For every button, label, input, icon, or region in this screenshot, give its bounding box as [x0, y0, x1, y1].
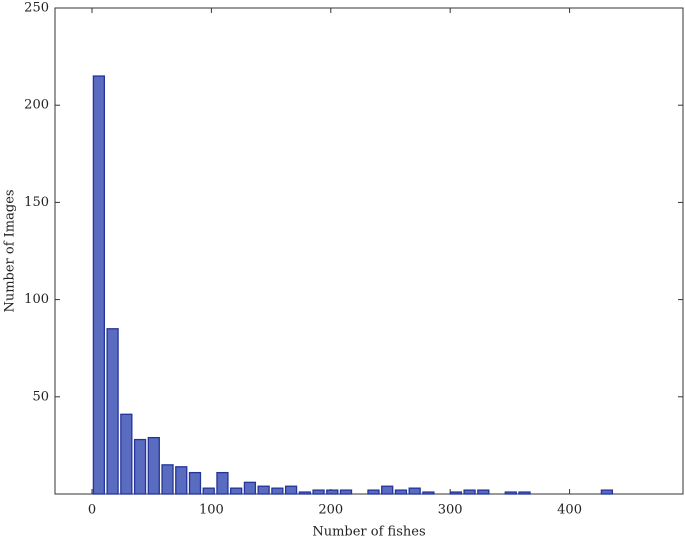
bar	[216, 471, 229, 495]
bar	[147, 436, 160, 495]
bar	[449, 491, 462, 495]
x-tick-label: 100	[199, 503, 224, 518]
x-tick-label: 0	[88, 503, 96, 518]
bar	[408, 487, 421, 495]
bar	[92, 75, 106, 495]
bar	[284, 485, 298, 495]
x-axis-label: Number of fishes	[312, 525, 425, 540]
bar	[326, 489, 339, 495]
bar	[312, 489, 325, 495]
bar	[243, 481, 257, 495]
bar	[298, 491, 311, 495]
bar	[230, 487, 243, 495]
y-tick-label: 100	[24, 292, 49, 307]
bar	[367, 489, 380, 495]
plot-frame	[54, 7, 684, 495]
y-tick-label: 50	[32, 389, 49, 404]
bar	[600, 489, 614, 495]
bar	[175, 466, 188, 495]
bar	[463, 489, 476, 495]
bar	[161, 464, 174, 495]
bar	[133, 438, 147, 495]
bar	[477, 489, 490, 495]
bar	[120, 413, 133, 495]
bar	[106, 328, 119, 495]
bar	[422, 491, 435, 495]
bar	[381, 485, 394, 495]
bar	[504, 491, 517, 495]
bar	[188, 471, 202, 495]
x-tick-label: 200	[318, 503, 343, 518]
bar	[202, 487, 215, 495]
y-axis-label: Number of Images	[3, 189, 18, 312]
bar	[518, 491, 531, 495]
bar	[339, 489, 353, 495]
y-tick-label: 200	[24, 98, 49, 113]
x-tick-label: 300	[438, 503, 463, 518]
y-tick-label: 250	[24, 1, 49, 16]
bar	[394, 489, 408, 495]
bar	[257, 485, 270, 495]
x-tick-label: 400	[557, 503, 582, 518]
bar	[271, 487, 284, 495]
y-tick-label: 150	[24, 195, 49, 210]
